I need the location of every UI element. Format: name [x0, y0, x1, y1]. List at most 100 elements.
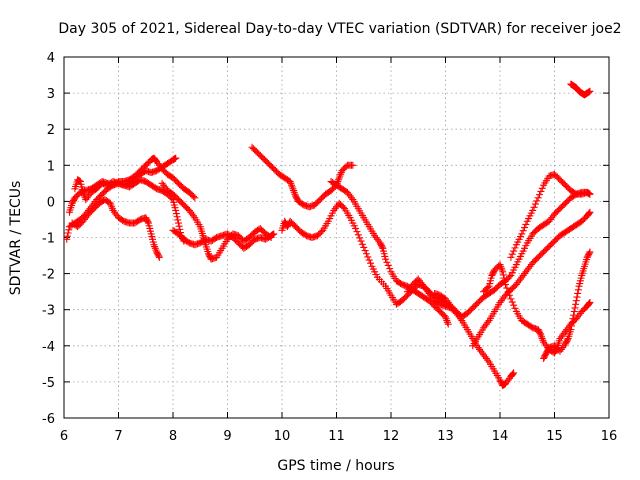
data-point	[64, 229, 72, 237]
x-tick-label: 12	[383, 429, 400, 444]
series-track-f	[169, 226, 278, 252]
data-point	[571, 304, 579, 312]
x-tick-label: 6	[60, 429, 68, 444]
data-point	[521, 224, 529, 232]
series-track-o	[540, 248, 594, 362]
y-tick-label: 4	[47, 51, 55, 66]
data-point	[503, 284, 511, 292]
data-point	[501, 277, 509, 285]
data-point	[378, 243, 386, 251]
data-point	[533, 197, 541, 205]
data-point	[362, 250, 370, 258]
data-point	[534, 194, 542, 202]
data-point	[570, 311, 578, 319]
data-point	[361, 247, 369, 255]
data-point	[174, 219, 182, 227]
data-point	[506, 273, 514, 281]
data-point	[176, 225, 184, 233]
data-point	[573, 293, 581, 301]
data-point	[563, 336, 571, 344]
y-tick-label: -3	[42, 304, 55, 319]
data-point	[530, 203, 538, 211]
data-point	[585, 209, 593, 217]
x-tick-label: 15	[546, 429, 563, 444]
y-axis-label: SDTVAR / TECUs	[8, 181, 24, 296]
data-point	[382, 255, 390, 263]
series-track-g	[248, 143, 357, 211]
data-point	[357, 237, 365, 245]
grid-lines	[64, 57, 609, 418]
data-point	[339, 203, 347, 211]
data-point	[536, 191, 544, 199]
data-point	[510, 301, 518, 309]
data-point	[349, 161, 357, 169]
data-point	[586, 298, 594, 306]
y-tick-label: 3	[47, 87, 55, 102]
data-point	[386, 265, 394, 273]
data-point	[510, 369, 518, 377]
data-point	[173, 213, 181, 221]
data-point	[360, 243, 368, 251]
data-point	[507, 253, 515, 261]
data-point	[155, 252, 163, 260]
x-tick-label: 14	[492, 429, 509, 444]
data-point	[501, 280, 509, 288]
y-tick-label: 1	[47, 159, 55, 174]
data-point	[568, 318, 576, 326]
data-point	[507, 295, 515, 303]
data-point	[586, 190, 594, 198]
data-point	[586, 208, 594, 216]
y-axis: -6 -5 -4 -3 -2 -1 0 1 2 3 4	[42, 51, 609, 427]
y-tick-label: 0	[47, 195, 55, 210]
data-point	[572, 297, 580, 305]
data-point	[569, 315, 577, 323]
x-tick-label: 16	[601, 429, 618, 444]
x-axis-label: GPS time / hours	[277, 458, 394, 474]
series-track-c	[65, 154, 180, 216]
data-point	[364, 253, 372, 261]
series-track-p	[567, 80, 594, 99]
data-point	[574, 286, 582, 294]
data-point	[572, 300, 580, 308]
data-point	[531, 200, 539, 208]
x-tick-label: 10	[274, 429, 291, 444]
data-point	[155, 253, 163, 261]
data-point	[358, 240, 366, 248]
data-points	[63, 80, 594, 390]
series-track-h	[278, 199, 455, 312]
data-point	[499, 268, 507, 276]
data-point	[567, 326, 575, 334]
data-point	[63, 235, 71, 243]
data-point	[191, 194, 199, 202]
data-point	[356, 234, 364, 242]
series-track-l	[469, 208, 594, 350]
series-track-i	[327, 178, 452, 328]
data-point	[499, 271, 507, 279]
x-tick-label: 13	[437, 429, 454, 444]
data-point	[586, 87, 594, 95]
data-point	[538, 184, 546, 192]
chart-title: Day 305 of 2021, Sidereal Day-to-day VTE…	[58, 21, 621, 37]
data-point	[585, 299, 593, 307]
x-tick-label: 7	[114, 429, 122, 444]
data-point	[510, 247, 518, 255]
y-tick-label: -4	[42, 340, 55, 355]
data-point	[506, 291, 514, 299]
data-point	[500, 274, 508, 282]
data-point	[570, 308, 578, 316]
y-tick-label: -6	[42, 412, 55, 427]
y-tick-label: 2	[47, 123, 55, 138]
data-point	[504, 288, 512, 296]
data-point	[511, 304, 519, 312]
data-point	[174, 216, 182, 224]
data-point	[367, 259, 375, 267]
data-point	[172, 154, 180, 162]
data-point	[365, 256, 373, 264]
data-point	[484, 284, 492, 292]
data-point	[522, 220, 530, 228]
data-point	[354, 231, 362, 239]
data-point	[536, 330, 544, 338]
y-tick-label: -1	[42, 232, 55, 247]
x-tick-label: 11	[328, 429, 345, 444]
